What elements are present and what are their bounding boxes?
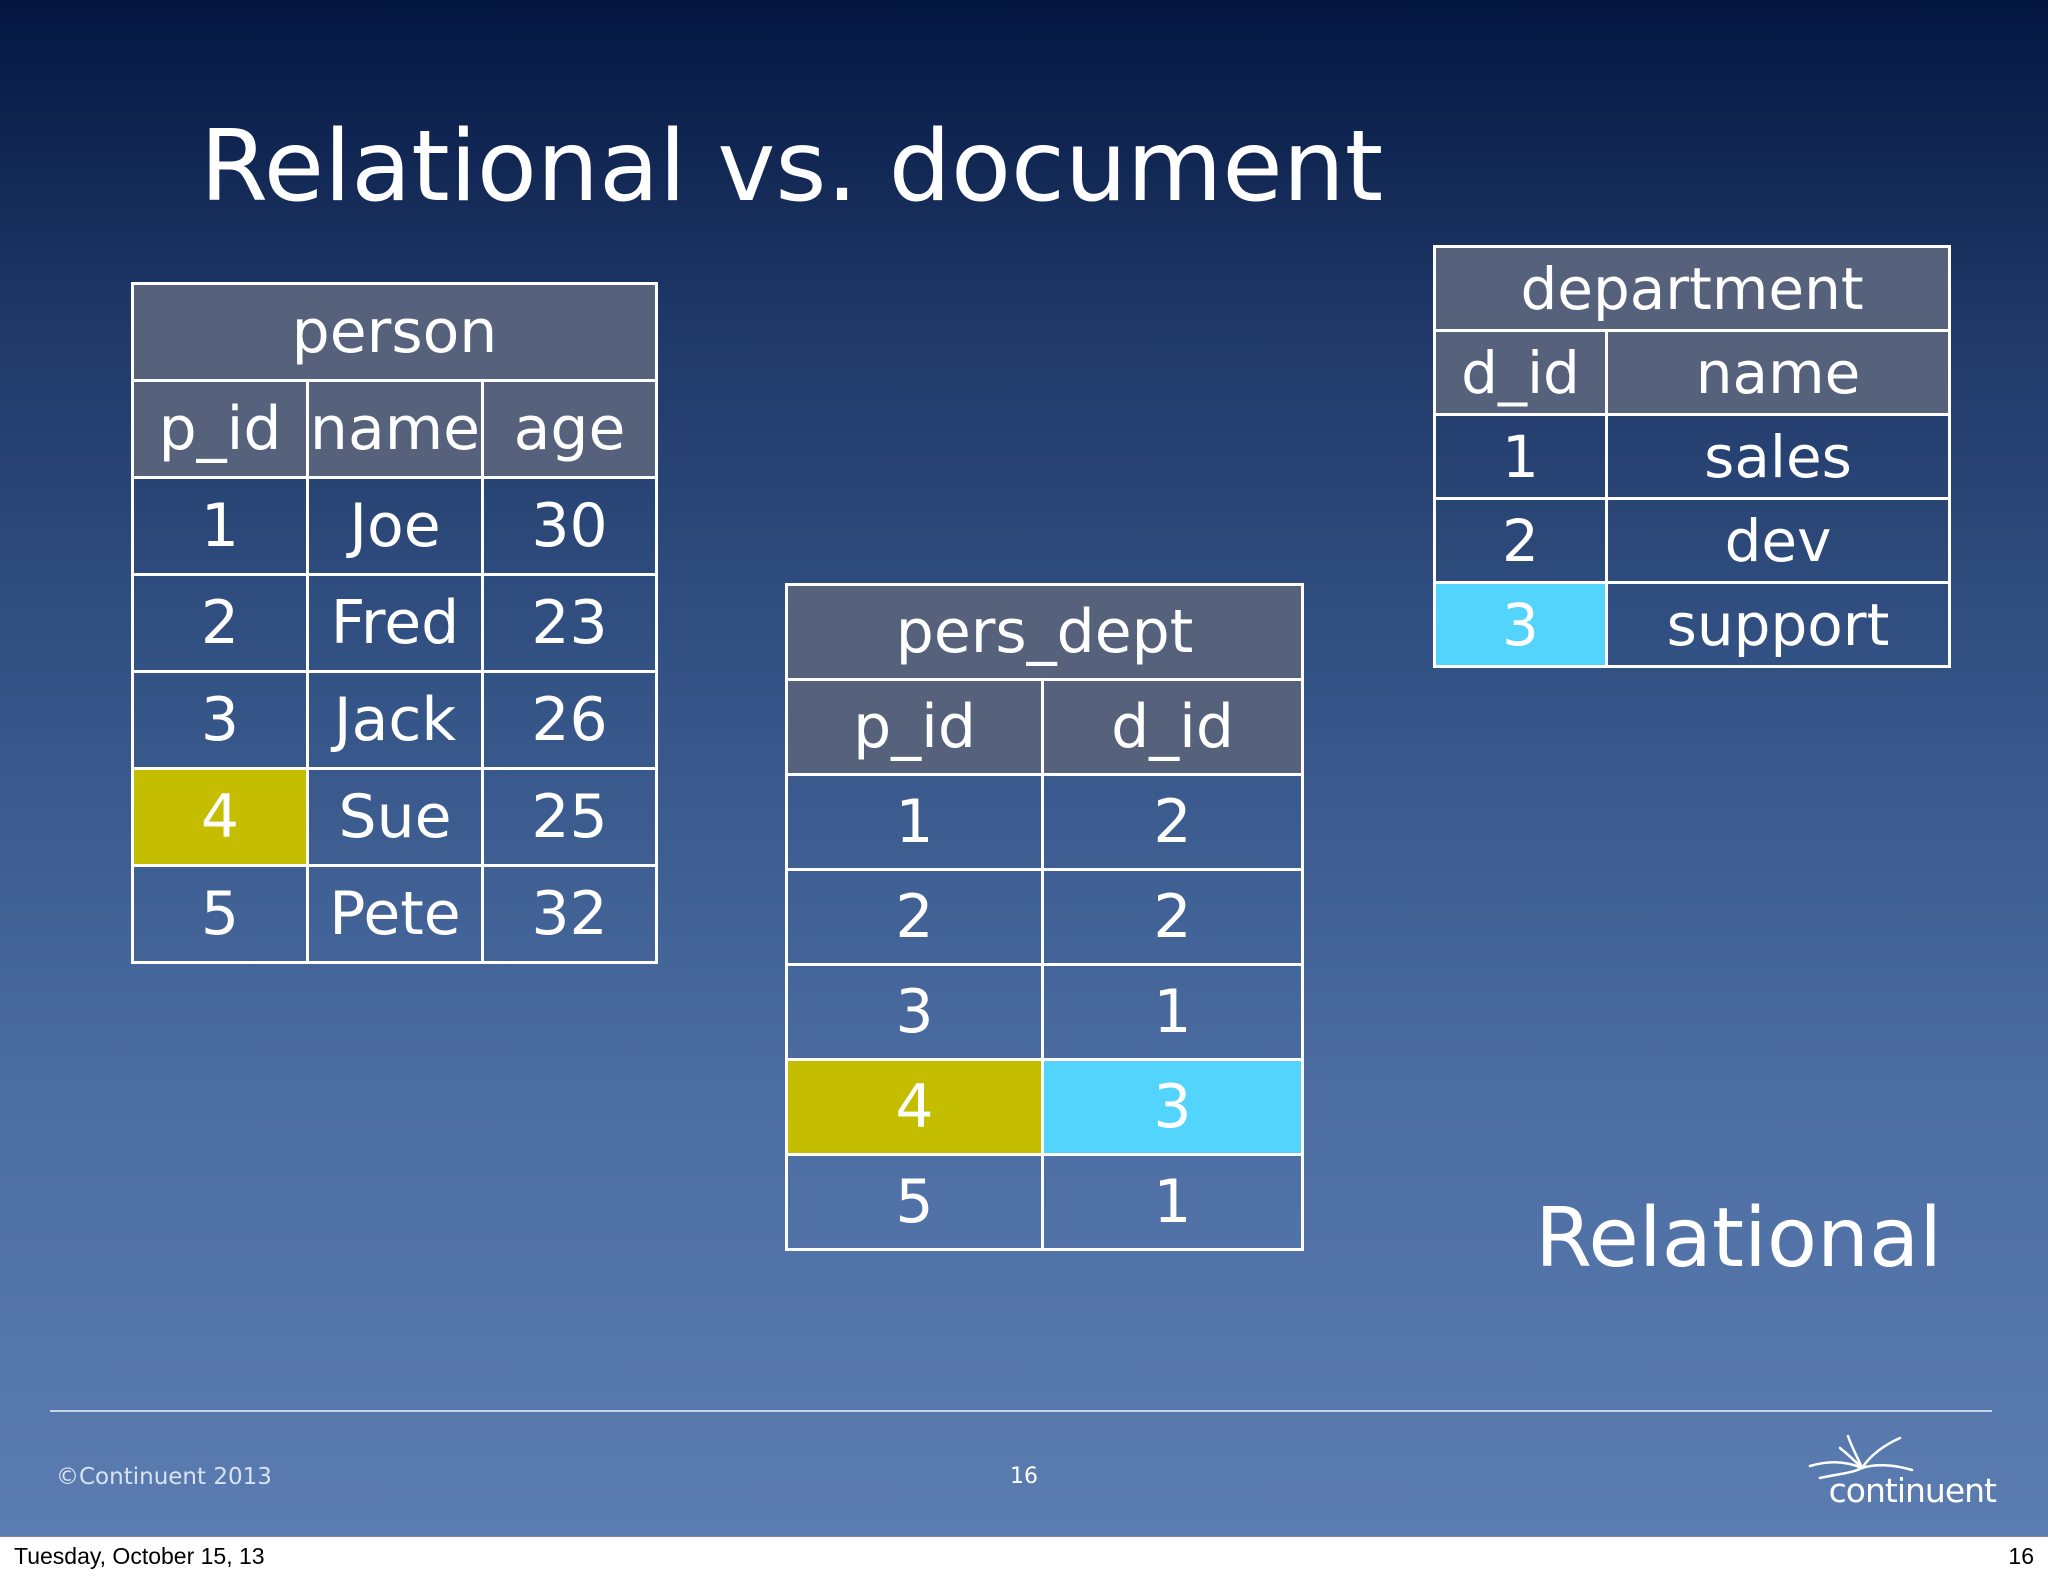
copyright-text: ©Continuent 2013 (56, 1464, 272, 1490)
column-header: name (1604, 329, 1952, 416)
slide-caption: Relational (1535, 1191, 1942, 1286)
department-table: department d_id name 1 sales 2 dev 3 sup… (1432, 245, 1952, 668)
table-row: 1 Joe 30 (131, 476, 659, 576)
table-cell: Joe (306, 476, 484, 576)
table-cell: support (1604, 581, 1952, 668)
table-row: 3 Jack 26 (131, 670, 659, 770)
table-cell: Fred (306, 573, 484, 673)
highlighted-cell: 4 (131, 767, 309, 867)
table-row: 1 sales (1433, 413, 1952, 500)
print-page-number: 16 (2008, 1543, 2034, 1569)
highlighted-cell: 3 (1040, 1058, 1305, 1156)
continuent-logo: continuent (1800, 1426, 2000, 1510)
table-row: 5 Pete 32 (131, 864, 659, 964)
table-header-row: p_id name age (131, 379, 659, 479)
column-header: name (306, 379, 484, 479)
table-row: 4 3 (785, 1058, 1305, 1156)
table-cell: 32 (480, 864, 659, 964)
bird-logo-icon (1808, 1434, 1914, 1480)
print-footer: Tuesday, October 15, 13 16 (0, 1536, 2048, 1577)
table-cell: 1 (1040, 963, 1305, 1061)
highlighted-cell: 4 (785, 1058, 1044, 1156)
table-cell: 1 (1040, 1153, 1305, 1251)
table-header-row: d_id name (1433, 329, 1952, 416)
column-header: age (480, 379, 659, 479)
table-cell: 5 (785, 1153, 1044, 1251)
table-cell: Jack (306, 670, 484, 770)
pers-dept-table: pers_dept p_id d_id 1 2 2 2 3 1 4 3 5 1 (784, 583, 1305, 1251)
column-header: p_id (785, 678, 1044, 776)
table-cell: 1 (785, 773, 1044, 871)
table-cell: 3 (131, 670, 309, 770)
table-row: 1 2 (785, 773, 1305, 871)
table-cell: 25 (480, 767, 659, 867)
slide: Relational vs. document person p_id name… (0, 0, 2048, 1536)
print-date: Tuesday, October 15, 13 (14, 1543, 265, 1569)
table-cell: 26 (480, 670, 659, 770)
table-cell: 1 (1433, 413, 1608, 500)
table-cell: 2 (1040, 868, 1305, 966)
table-cell: 2 (1433, 497, 1608, 584)
slide-number: 16 (1010, 1464, 1038, 1489)
table-row: 3 support (1433, 581, 1952, 668)
table-cell: dev (1604, 497, 1952, 584)
logo-wordmark: continuent (1828, 1471, 1997, 1510)
table-cell: 2 (1040, 773, 1305, 871)
table-cell: 2 (131, 573, 309, 673)
table-row: 2 2 (785, 868, 1305, 966)
table-row: 2 dev (1433, 497, 1952, 584)
highlighted-cell: 3 (1433, 581, 1608, 668)
table-cell: Sue (306, 767, 484, 867)
table-title-row: person (130, 282, 659, 382)
table-row: 4 Sue 25 (131, 767, 659, 867)
table-header-row: p_id d_id (785, 678, 1305, 776)
table-cell: 5 (131, 864, 309, 964)
table-cell: sales (1604, 413, 1952, 500)
table-cell: 23 (480, 573, 659, 673)
table-cell: 2 (785, 868, 1044, 966)
column-header: d_id (1040, 678, 1305, 776)
table-title-row: pers_dept (784, 583, 1305, 681)
table-row: 2 Fred 23 (131, 573, 659, 673)
table-cell: 3 (785, 963, 1044, 1061)
person-table: person p_id name age 1 Joe 30 2 Fred 23 … (130, 282, 659, 964)
column-header: p_id (131, 379, 309, 479)
pers-dept-table-title: pers_dept (784, 583, 1305, 681)
slide-title: Relational vs. document (200, 110, 1384, 224)
table-row: 5 1 (785, 1153, 1305, 1251)
table-cell: Pete (306, 864, 484, 964)
column-header: d_id (1433, 329, 1608, 416)
department-table-title: department (1432, 245, 1952, 332)
table-row: 3 1 (785, 963, 1305, 1061)
footer-divider (50, 1410, 1992, 1412)
table-title-row: department (1432, 245, 1952, 332)
person-table-title: person (130, 282, 659, 382)
table-cell: 30 (480, 476, 659, 576)
table-cell: 1 (131, 476, 309, 576)
